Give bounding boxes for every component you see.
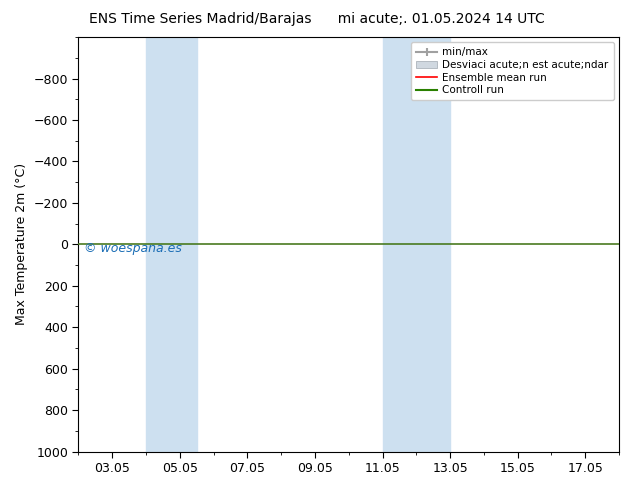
Bar (146, 37, 197, 452)
Text: ENS Time Series Madrid/Barajas      mi acute;. 01.05.2024 14 UTC: ENS Time Series Madrid/Barajas mi acute;… (89, 12, 545, 26)
Text: © woespana.es: © woespana.es (84, 242, 182, 255)
Y-axis label: Max Temperature 2m (°C): Max Temperature 2m (°C) (15, 163, 28, 325)
Legend: min/max, Desviaci acute;n est acute;ndar, Ensemble mean run, Controll run: min/max, Desviaci acute;n est acute;ndar… (411, 42, 614, 100)
Bar (382, 37, 450, 452)
